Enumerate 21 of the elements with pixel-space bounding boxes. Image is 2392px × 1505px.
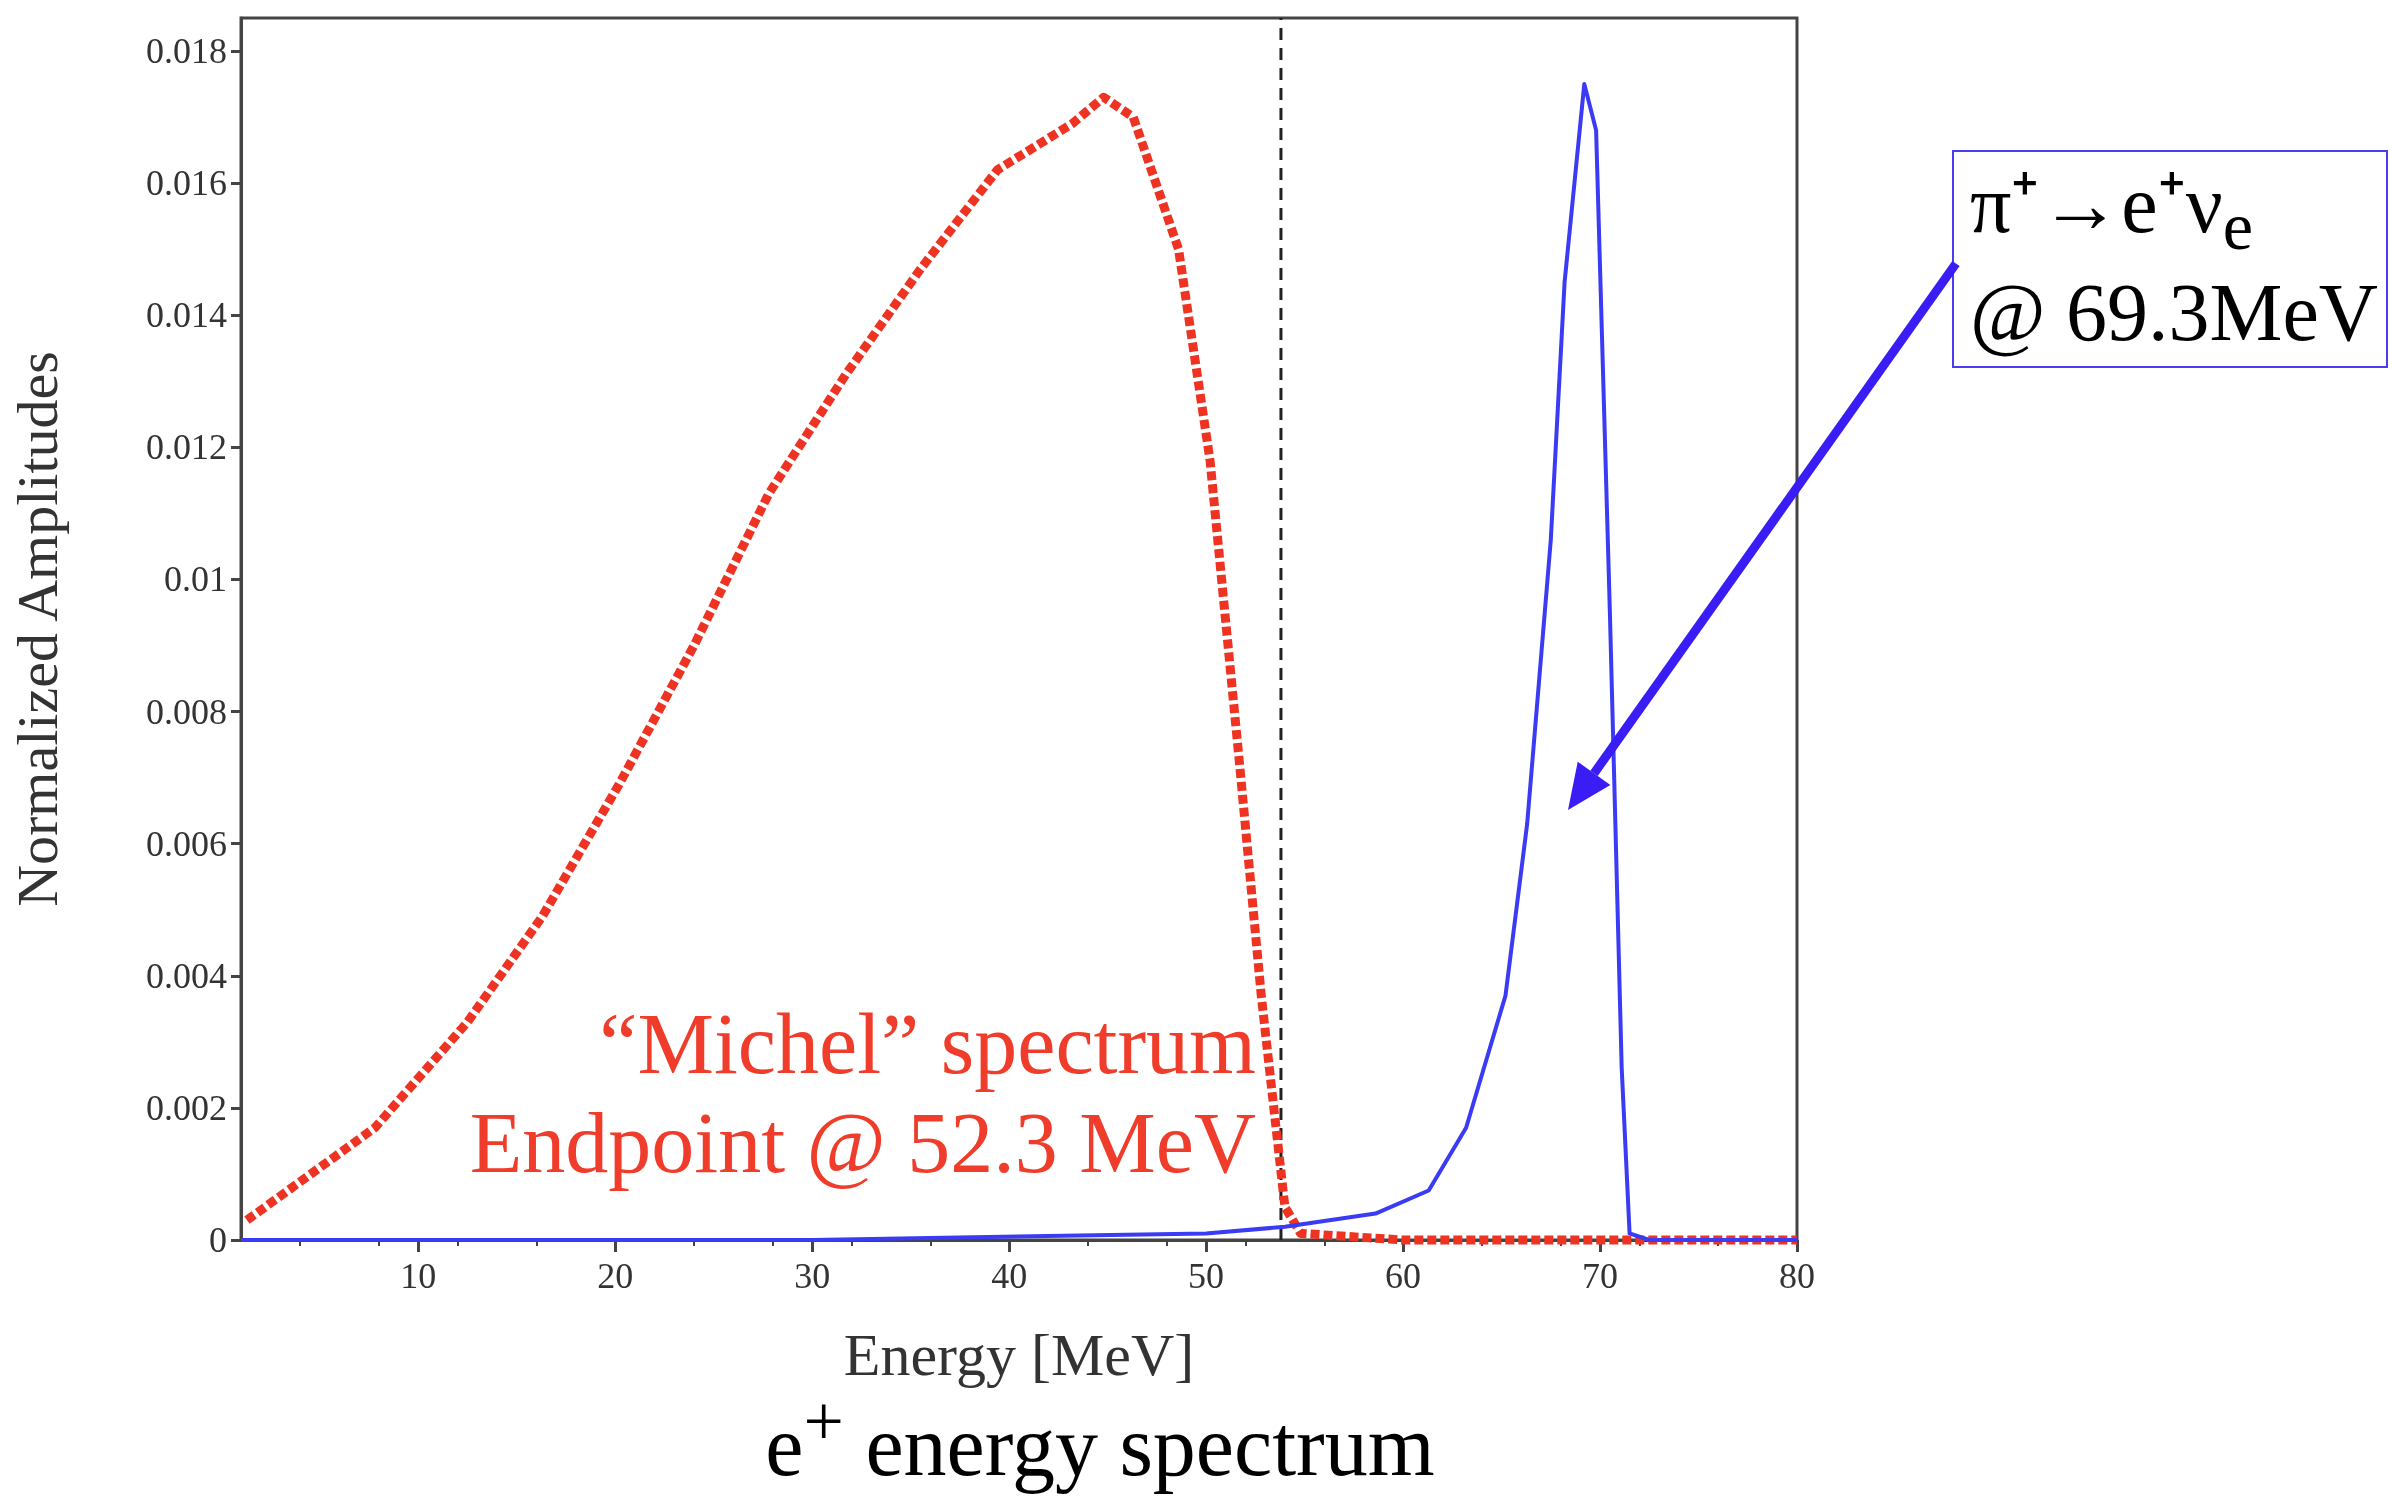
y-tick-label: 0.004 bbox=[146, 955, 227, 996]
x-tick-label: 60 bbox=[1385, 1256, 1422, 1296]
x-tick-label: 10 bbox=[400, 1256, 437, 1296]
x-tick-label: 80 bbox=[1779, 1256, 1815, 1296]
y-tick-label: 0.006 bbox=[146, 823, 227, 864]
y-axis-title: Normalized Amplitudes bbox=[4, 351, 70, 907]
x-tick-label: 30 bbox=[794, 1256, 831, 1296]
x-tick-label: 40 bbox=[991, 1256, 1028, 1296]
y-tick-label: 0.014 bbox=[146, 295, 227, 336]
y-tick-label: 0.008 bbox=[146, 691, 227, 732]
text: π⁺→e⁺ν$_{e}$ @ 69.3MeV bbox=[1951, 150, 2388, 369]
y-tick-label: 0.016 bbox=[146, 163, 227, 204]
x-tick-label: 50 bbox=[1188, 1256, 1225, 1296]
y-tick-label: 0.018 bbox=[146, 31, 227, 72]
annotation: “Michel” spectrum Endpoint @ 52.3 MeV bbox=[469, 995, 1256, 1193]
y-tick-label: 0.002 bbox=[146, 1087, 227, 1128]
y-tick-label: 0.012 bbox=[146, 427, 227, 468]
y-tick-label: 0.01 bbox=[164, 559, 227, 600]
y-tick-label: 0 bbox=[209, 1220, 227, 1260]
x-tick-label: 20 bbox=[597, 1256, 634, 1296]
x-tick-label: 70 bbox=[1582, 1256, 1619, 1296]
